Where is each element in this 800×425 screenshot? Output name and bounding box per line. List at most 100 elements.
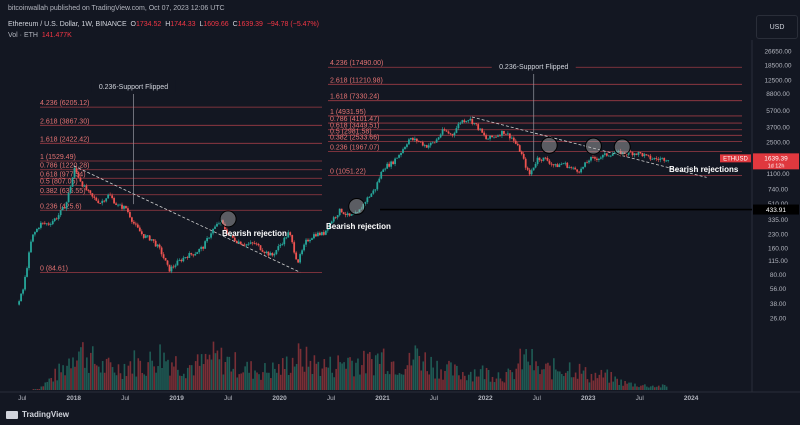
candle-body [564,162,567,164]
candle-body [613,152,616,154]
candle-body [396,157,398,159]
volume-bar [161,367,163,390]
time-tick-label: 2018 [67,395,82,402]
candle-body [43,222,46,224]
candle-body [479,128,482,130]
candle-body [459,122,462,124]
bar-countdown-text: 1d 12h [768,163,785,169]
candle-body [218,223,220,225]
volume-bar [250,361,252,390]
volume-bar [511,372,514,390]
candle-body [322,232,325,235]
volume-bar [301,366,304,390]
candle-body [200,246,203,249]
candle-body [423,145,426,146]
candle-body [326,228,329,231]
volume-bar [343,362,345,390]
volume-bar [612,381,615,390]
volume-bar [220,347,223,390]
volume-bar [54,368,56,390]
tradingview-logo[interactable]: TradingView [6,410,69,419]
candle-body [87,190,90,191]
volume-bar [151,360,153,390]
candle-body [483,132,486,136]
candle-body [413,138,416,141]
candle-body [400,152,402,156]
volume-bar [277,364,280,390]
volume-bar [450,362,452,390]
volume-bar [557,371,559,390]
fib-2021-level-label: 0.5 (2981.58) [330,128,372,135]
volume-bar [436,360,438,390]
volume-bar [663,384,666,390]
candle-body [380,171,383,179]
currency-button[interactable]: USD [756,15,798,39]
candle-body [51,221,54,225]
volume-bar [359,374,361,390]
price-tick-label: 26.00 [770,315,787,322]
close-label: C [232,21,238,28]
candle-body [570,167,573,168]
volume-bar [181,375,183,390]
volume-bar [159,344,161,390]
volume-bar [339,362,341,390]
volume-bar [434,378,436,390]
symbol-name[interactable]: Ethereum / U.S. Dollar, 1W, BINANCE [8,21,127,28]
close-value: 1639.39 [237,21,263,28]
volume-bar [84,367,86,390]
candle-body [505,133,507,135]
candle-body [538,157,541,161]
fib-2021-level-label: 0.618 (3449.51) [330,123,379,130]
volume-bar [194,361,197,390]
volume-bar [357,358,359,390]
rejection-circle [584,137,602,155]
candle-body [637,152,640,155]
volume-bar [147,362,149,390]
trendline-2021 [471,116,707,178]
volume-bar [62,365,64,390]
volume-bar [319,375,322,390]
rejection-circle [613,138,631,156]
volume-bar [646,386,648,390]
volume-bar [52,381,55,390]
volume-bar [384,373,387,390]
candle-body [263,251,266,254]
volume-bar [515,368,518,390]
volume-bar [454,364,456,390]
volume-bar [560,374,563,390]
candle-body [307,239,309,242]
candle-body [182,257,185,262]
candle-body [487,138,489,140]
fib-2018-level-label: 2.618 (3867.30) [40,118,89,125]
volume-bar [299,348,302,390]
candle-body [338,208,341,216]
volume-bar [244,366,246,390]
candle-body [506,133,509,135]
candle-body [376,182,379,190]
candle-body [419,141,422,143]
price-tick-label: 5700.00 [766,108,790,115]
volume-bar [281,358,284,390]
price-tick-label: 160.00 [768,245,788,252]
volume-bar [438,378,440,390]
candle-body [59,210,62,216]
volume-bar [321,368,324,390]
candle-body [617,150,620,152]
volume-bar [460,379,462,390]
volume-bar [351,360,353,390]
candle-body [275,250,278,255]
volume-bar [256,372,258,390]
candle-body [245,244,248,246]
volume-bar [555,369,557,390]
volume-bar [216,350,219,390]
time-tick-label: Jul [430,395,439,402]
volume-bar [232,368,235,390]
volume-bar [418,355,421,390]
volume-bar [369,352,371,390]
candle-body [489,135,491,139]
volume-bar [93,363,96,390]
fib-2018-level-label: 0.5 (807.05) [40,179,78,186]
volume-bar [408,352,411,390]
volume-bar [183,373,185,390]
